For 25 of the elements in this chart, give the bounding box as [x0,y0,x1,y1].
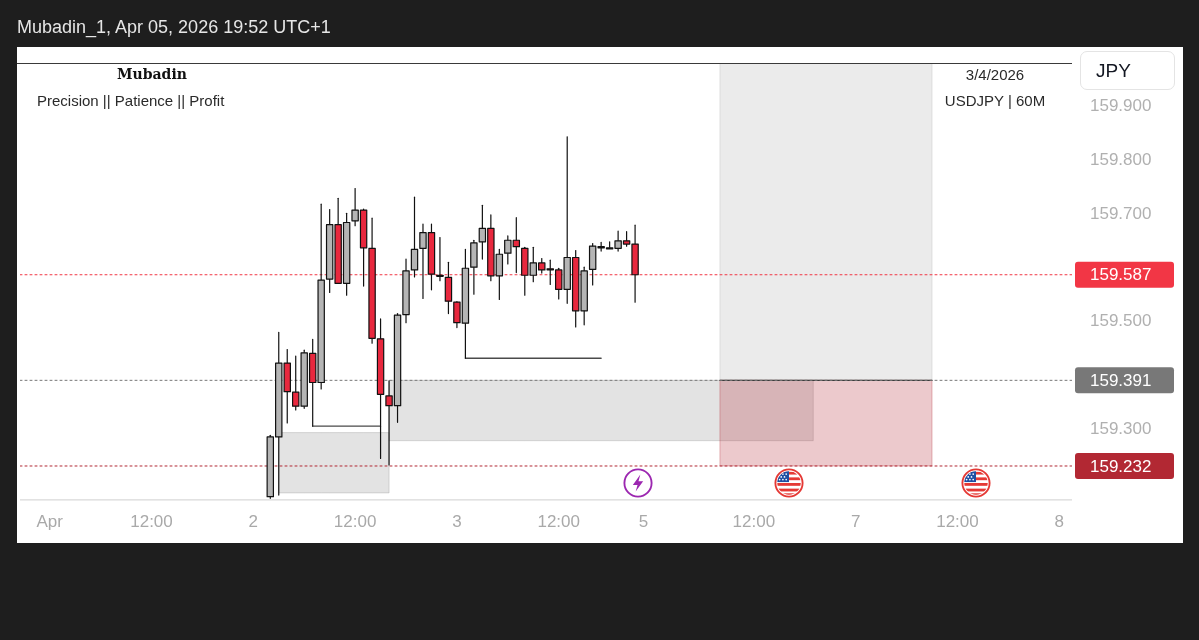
y-tick-label: 159.800 [1090,149,1152,169]
y-axis-title: JPY [1080,51,1175,90]
annotation: 3/4/2026 [965,65,1025,83]
x-tick-label: 12:00 [732,512,776,532]
y-tick-label: 159.900 [1090,95,1152,115]
y-tick-label: 159.300 [1090,419,1152,439]
x-tick-label: 12:00 [130,512,173,532]
y-tick-label: 159.500 [1090,311,1152,331]
x-tick-label: 12:00 [537,512,580,532]
annotation: Mubadin [117,66,187,82]
x-tick-label: 12:00 [333,512,377,532]
annotation: Precision || Patience || Profit [37,91,225,109]
x-tick-label: Apr [36,512,64,532]
ref-line-label: 159.391 [1090,371,1152,391]
ref-line-label: 159.232 [1090,456,1152,476]
annotation: USDJPY | 60M [944,91,1046,109]
x-tick-label: 2 [248,512,259,532]
x-tick-label: 5 [638,512,649,532]
x-tick-label: 8 [1054,512,1065,532]
x-tick-label: 3 [452,512,462,532]
chart-title: Mubadin_1, Apr 05, 2026 19:52 UTC+1 [17,17,331,38]
ref-line-label: 159.587 [1090,265,1152,285]
y-tick-label: 159.700 [1090,203,1152,223]
x-tick-label: 12:00 [936,512,979,532]
x-tick-label: 7 [850,512,861,532]
